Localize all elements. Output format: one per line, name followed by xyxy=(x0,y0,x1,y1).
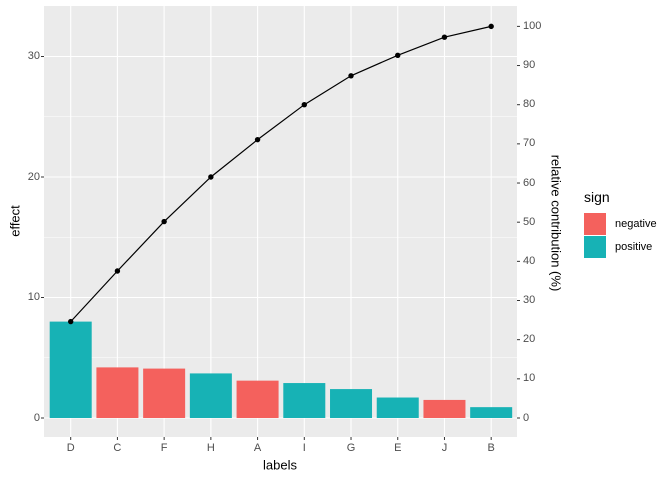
x-tick-label-G: G xyxy=(346,442,356,454)
bar-E xyxy=(376,397,419,418)
cumulative-point-F xyxy=(161,218,167,225)
legend-title: sign xyxy=(584,189,610,205)
bar-D xyxy=(49,321,92,418)
x-axis-title: labels xyxy=(263,457,297,473)
y-axis-title: effect xyxy=(7,205,23,237)
x-tick-label-A: A xyxy=(253,442,262,454)
x-tick-label-D: D xyxy=(66,442,75,454)
legend-item-negative: negative xyxy=(584,212,657,235)
x-tick-label-H: H xyxy=(206,442,215,454)
bar-F xyxy=(143,368,186,418)
bar-J xyxy=(423,399,466,418)
y2-tick-label-60: 60 xyxy=(523,176,536,189)
x-tick-label-F: F xyxy=(160,442,168,454)
legend-label-positive: positive xyxy=(615,240,653,253)
x-tick-label-C: C xyxy=(113,442,122,454)
y2-tick-label-100: 100 xyxy=(523,19,542,32)
cumulative-point-J xyxy=(441,34,448,40)
cumulative-point-I xyxy=(301,102,307,108)
legend-key-positive xyxy=(584,235,606,258)
y2-tick-label-50: 50 xyxy=(523,215,536,228)
y2-tick-label-40: 40 xyxy=(523,254,536,267)
y2-tick-label-30: 30 xyxy=(523,294,536,306)
legend-item-positive: positive xyxy=(584,235,657,258)
x-tick-label-I: I xyxy=(302,442,306,454)
y-tick-label-30: 30 xyxy=(27,50,40,62)
bar-C xyxy=(96,367,139,418)
y2-tick-label-0: 0 xyxy=(523,411,530,424)
legend-items: negative positive xyxy=(584,212,657,258)
bar-B xyxy=(470,407,513,418)
bar-H xyxy=(189,373,232,418)
cumulative-point-G xyxy=(348,73,354,79)
y-tick-label-20: 20 xyxy=(27,170,40,183)
cumulative-line xyxy=(70,25,492,323)
y-tick-label-10: 10 xyxy=(27,291,40,303)
bar-A xyxy=(236,380,279,418)
x-tick-label-B: B xyxy=(487,442,495,454)
y2-tick-label-10: 10 xyxy=(523,372,536,385)
cumulative-point-B xyxy=(488,23,494,30)
cumulative-point-H xyxy=(208,174,214,180)
y2-tick-label-20: 20 xyxy=(523,333,536,346)
x-tick-label-J: J xyxy=(441,442,448,454)
y2-tick-label-80: 80 xyxy=(523,98,536,111)
cumulative-point-E xyxy=(395,52,401,58)
x-tick-label-E: E xyxy=(394,442,402,454)
y2-tick-label-70: 70 xyxy=(523,137,536,150)
secondary-y-axis-title: relative contribution (%) xyxy=(548,154,564,292)
panel-background xyxy=(44,6,517,437)
y-tick-label-0: 0 xyxy=(33,411,40,424)
bar-I xyxy=(283,383,326,418)
legend-label-negative: negative xyxy=(615,217,657,230)
legend: sign negative positive xyxy=(584,189,657,258)
legend-key-negative xyxy=(584,212,606,235)
cumulative-point-C xyxy=(114,268,121,274)
y2-tick-label-90: 90 xyxy=(523,59,536,72)
bar-G xyxy=(330,389,373,418)
cumulative-point-A xyxy=(254,136,261,143)
cumulative-point-D xyxy=(68,318,74,325)
